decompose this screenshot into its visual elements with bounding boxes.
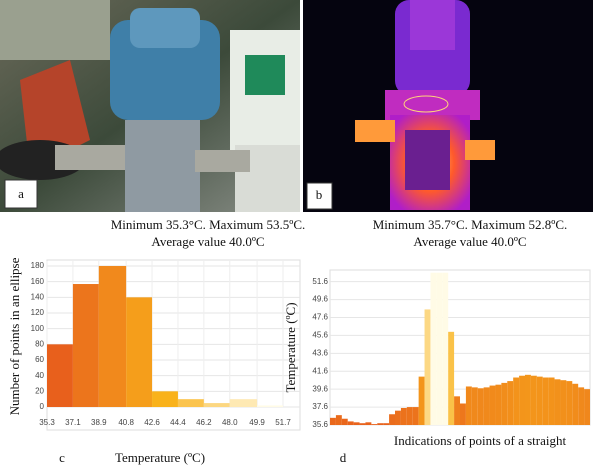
bar [413, 407, 419, 425]
y-tick-label: 100 [31, 324, 45, 333]
bar [566, 381, 572, 425]
bar [407, 407, 413, 425]
y-tick-label: 20 [35, 386, 44, 395]
bar [371, 424, 377, 425]
bar [490, 386, 496, 425]
bar [348, 421, 354, 425]
y-tick-label: 40 [35, 371, 44, 380]
bar [519, 376, 525, 425]
bar [448, 332, 454, 425]
histogram-bar [230, 399, 257, 407]
figure: a b Minimum 35.3°C. Maximum 53.5ºC. Aver… [0, 0, 593, 468]
bar [425, 309, 431, 425]
y-tick-label: 60 [35, 355, 44, 364]
y-tick-label: 120 [31, 308, 45, 317]
bar [342, 419, 348, 425]
bar [513, 378, 519, 425]
bar [531, 376, 537, 425]
bar [336, 415, 342, 425]
bar [537, 377, 543, 425]
bar [383, 423, 389, 425]
bar [578, 387, 584, 425]
y-tick-label: 43.6 [312, 348, 328, 357]
bar [354, 422, 360, 425]
bar [454, 396, 460, 425]
y-tick-label: 39.6 [312, 384, 328, 393]
bar [389, 414, 395, 425]
y-tick-label: 160 [31, 277, 45, 286]
panel-label: d [340, 450, 347, 465]
histogram-bar [73, 284, 99, 407]
caption: Average value 40.0ºC [413, 234, 526, 249]
x-tick-label: 46.2 [196, 418, 212, 427]
bar [507, 381, 513, 425]
y-tick-label: 180 [31, 261, 45, 270]
histogram-bar [47, 344, 73, 407]
y-axis-label: Temperature (ºC) [283, 302, 298, 392]
panel-label: c [59, 450, 65, 465]
y-tick-label: 41.6 [312, 366, 328, 375]
bar [460, 403, 466, 425]
bar [395, 411, 401, 425]
x-axis-label: Indications of points of a straight [394, 433, 567, 448]
bar [365, 422, 371, 425]
histogram-bar [126, 297, 152, 407]
caption: Minimum 35.3°C. Maximum 53.5ºC. [111, 217, 306, 232]
bar [472, 387, 478, 425]
bar [543, 378, 549, 425]
y-tick-label: 47.6 [312, 313, 328, 322]
histogram-bar [152, 391, 178, 407]
panel-label: a [18, 186, 24, 201]
histogram-bar [99, 266, 126, 407]
y-tick-label: 49.6 [312, 295, 328, 304]
y-tick-label: 140 [31, 292, 45, 301]
bar [360, 423, 366, 425]
bar [436, 273, 442, 425]
bar [495, 385, 501, 425]
bar [572, 384, 578, 425]
bar [478, 388, 484, 425]
x-tick-label: 35.3 [39, 418, 55, 427]
bar [584, 389, 590, 425]
bar [419, 377, 425, 425]
x-tick-label: 38.9 [91, 418, 107, 427]
bar [549, 378, 555, 425]
photo: a [0, 0, 300, 212]
y-axis-label: Number of points in an ellipse [7, 257, 22, 415]
y-tick-label: 80 [35, 339, 44, 348]
x-axis-label: Temperature (ºC) [115, 450, 205, 465]
bar [466, 386, 472, 425]
y-tick-label: 37.6 [312, 402, 328, 411]
x-tick-label: 40.8 [118, 418, 134, 427]
x-tick-label: 44.4 [170, 418, 186, 427]
x-tick-label: 42.6 [144, 418, 160, 427]
y-tick-label: 35.6 [312, 420, 328, 429]
bar [377, 423, 383, 425]
bar [501, 383, 507, 425]
bar [442, 273, 448, 425]
bar [560, 380, 566, 425]
histogram-bar [204, 403, 230, 407]
y-tick-label: 45.6 [312, 331, 328, 340]
x-tick-label: 51.7 [275, 418, 291, 427]
bar [555, 379, 561, 425]
y-tick-label: 0 [40, 402, 45, 411]
x-tick-label: 37.1 [65, 418, 81, 427]
x-tick-label: 48.0 [222, 418, 238, 427]
caption: Average value 40.0ºC [151, 234, 264, 249]
thermal-image: b [303, 0, 593, 212]
bar [525, 375, 531, 425]
bar [484, 387, 490, 425]
histogram-bar [257, 405, 283, 407]
x-tick-label: 49.9 [249, 418, 265, 427]
caption: Minimum 35.7°C. Maximum 52.8ºC. [373, 217, 568, 232]
panel-label: b [316, 187, 323, 202]
bar [401, 408, 407, 425]
y-tick-label: 51.6 [312, 277, 328, 286]
histogram-bar [178, 399, 204, 407]
bar [430, 273, 436, 425]
bar [330, 418, 336, 425]
